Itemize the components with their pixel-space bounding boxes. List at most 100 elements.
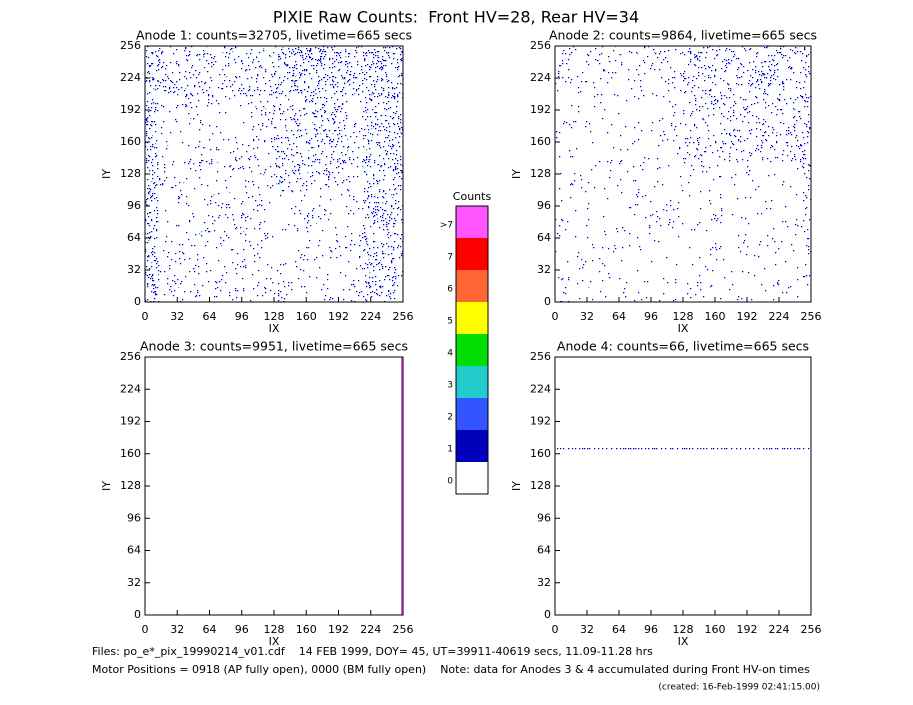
x-tick-label: 192 (328, 623, 349, 636)
x-tick-label: 256 (393, 623, 414, 636)
x-tick-label: 64 (203, 623, 217, 636)
y-tick-label: 32 (537, 576, 551, 589)
footer-created: (created: 16-Feb-1999 02:41:15.00) (658, 683, 820, 693)
x-tick-label: 64 (203, 310, 217, 323)
x-tick-label: 96 (644, 310, 658, 323)
colorbar-swatch (456, 206, 488, 238)
x-tick-label: 256 (801, 310, 822, 323)
x-tick-label: 128 (264, 623, 285, 636)
x-tick-label: 64 (612, 623, 626, 636)
colorbar-label: 3 (447, 381, 453, 391)
panel: Anode 1: counts=32705, livetime=665 secs… (100, 28, 414, 336)
y-tick-label: 256 (120, 350, 141, 363)
panel-title: Anode 1: counts=32705, livetime=665 secs (136, 28, 412, 43)
page-title: PIXIE Raw Counts: Front HV=28, Rear HV=3… (273, 8, 639, 27)
y-tick-label: 192 (120, 103, 141, 116)
y-tick-label: 32 (127, 263, 141, 276)
x-tick-label: 224 (769, 623, 790, 636)
y-tick-label: 192 (120, 415, 141, 428)
colorbar-label: 6 (447, 285, 453, 295)
colorbar-swatch (456, 366, 488, 398)
y-tick-label: 96 (537, 199, 551, 212)
y-tick-label: 256 (120, 39, 141, 52)
y-tick-label: 128 (530, 167, 551, 180)
x-tick-label: 32 (580, 623, 594, 636)
colorbar-swatch (456, 270, 488, 302)
x-tick-label: 96 (235, 310, 249, 323)
y-tick-label: 0 (134, 608, 141, 621)
x-axis-label: IX (269, 635, 280, 648)
x-tick-label: 224 (769, 310, 790, 323)
y-tick-label: 64 (127, 231, 141, 244)
panel-title: Anode 2: counts=9864, livetime=665 secs (549, 28, 817, 43)
x-tick-label: 32 (170, 310, 184, 323)
x-axis-label: IX (269, 322, 280, 335)
panel-title: Anode 4: counts=66, livetime=665 secs (557, 339, 809, 354)
y-tick-label: 160 (530, 135, 551, 148)
x-tick-label: 160 (705, 310, 726, 323)
footer-files: Files: po_e*_pix_19990214_v01.cdf 14 FEB… (92, 645, 653, 658)
x-tick-label: 224 (360, 310, 381, 323)
colorbar-label: 1 (447, 445, 453, 455)
x-tick-label: 128 (673, 623, 694, 636)
colorbar-swatch (456, 430, 488, 462)
y-tick-label: 64 (537, 544, 551, 557)
y-tick-label: 32 (537, 263, 551, 276)
x-tick-label: 256 (801, 623, 822, 636)
x-tick-label: 160 (296, 310, 317, 323)
panel: Anode 3: counts=9951, livetime=665 secs I… (100, 339, 414, 649)
y-tick-label: 128 (120, 479, 141, 492)
y-tick-label: 160 (120, 135, 141, 148)
y-tick-label: 128 (530, 479, 551, 492)
colorbar-swatch (456, 462, 488, 494)
colorbar-label: 4 (447, 349, 453, 359)
y-tick-label: 64 (537, 231, 551, 244)
y-tick-label: 256 (530, 39, 551, 52)
x-tick-label: 224 (360, 623, 381, 636)
y-tick-label: 224 (530, 382, 551, 395)
panel: Anode 4: counts=66, livetime=665 secs IX I… (510, 339, 822, 649)
colorbar-swatch (456, 334, 488, 366)
x-tick-label: 96 (235, 623, 249, 636)
y-tick-label: 160 (120, 447, 141, 460)
y-tick-label: 96 (537, 511, 551, 524)
y-axis-label: IY (100, 481, 113, 491)
x-tick-label: 96 (644, 623, 658, 636)
colorbar-label: 2 (447, 413, 453, 423)
y-axis-label: IY (510, 169, 523, 179)
colorbar-label: >7 (440, 221, 453, 231)
y-tick-label: 128 (120, 167, 141, 180)
colorbar-label: 5 (447, 317, 453, 327)
panel: Anode 2: counts=9864, livetime=665 secs I… (510, 28, 822, 336)
x-tick-label: 0 (552, 310, 559, 323)
x-tick-label: 160 (296, 623, 317, 636)
y-tick-label: 64 (127, 544, 141, 557)
footer-motor: Motor Positions = 0918 (AP fully open), … (92, 663, 810, 676)
y-tick-label: 0 (544, 608, 551, 621)
x-tick-label: 256 (393, 310, 414, 323)
y-tick-label: 256 (530, 350, 551, 363)
x-tick-label: 192 (737, 623, 758, 636)
y-axis-label: IY (510, 481, 523, 491)
y-tick-label: 224 (120, 71, 141, 84)
y-tick-label: 192 (530, 103, 551, 116)
x-tick-label: 64 (612, 310, 626, 323)
edge-stripe (401, 357, 403, 615)
x-tick-label: 32 (170, 623, 184, 636)
colorbar-swatch (456, 302, 488, 334)
y-tick-label: 160 (530, 447, 551, 460)
x-axis-label: IX (678, 322, 689, 335)
colorbar-title: Counts (453, 190, 492, 203)
y-tick-label: 32 (127, 576, 141, 589)
x-tick-label: 128 (673, 310, 694, 323)
panel-title: Anode 3: counts=9951, livetime=665 secs (140, 339, 408, 354)
x-tick-label: 0 (142, 310, 149, 323)
x-tick-label: 192 (737, 310, 758, 323)
x-axis-label: IX (678, 635, 689, 648)
colorbar-swatch (456, 238, 488, 270)
x-tick-label: 192 (328, 310, 349, 323)
colorbar-label: 0 (447, 477, 453, 487)
x-tick-label: 32 (580, 310, 594, 323)
colorbar-label: 7 (447, 253, 453, 263)
